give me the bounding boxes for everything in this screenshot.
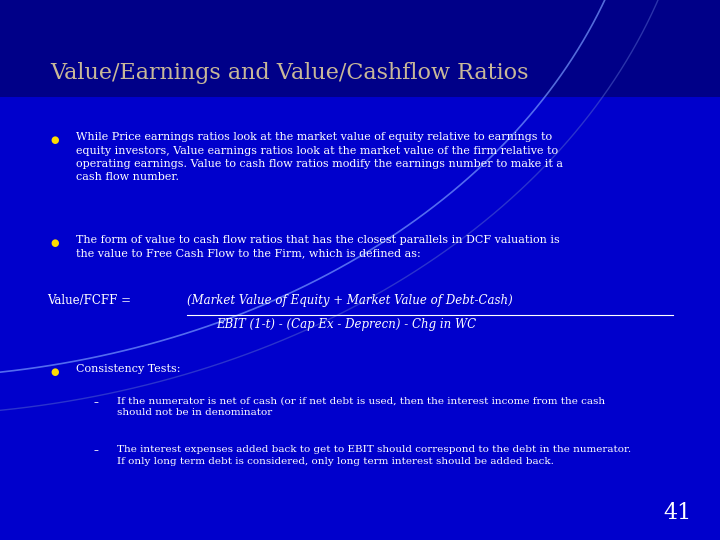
Text: ●: ●	[50, 367, 59, 377]
Text: ●: ●	[50, 238, 59, 248]
Text: While Price earnings ratios look at the market value of equity relative to earni: While Price earnings ratios look at the …	[76, 132, 562, 182]
Text: The form of value to cash flow ratios that has the closest parallels in DCF valu: The form of value to cash flow ratios th…	[76, 235, 559, 258]
Text: (Market Value of Equity + Market Value of Debt-Cash): (Market Value of Equity + Market Value o…	[187, 294, 513, 307]
Text: 41: 41	[663, 502, 691, 524]
Text: –: –	[94, 397, 99, 407]
Text: EBIT (1-t) - (Cap Ex - Deprecn) - Chg in WC: EBIT (1-t) - (Cap Ex - Deprecn) - Chg in…	[216, 318, 476, 330]
Text: Value/FCFF =: Value/FCFF =	[47, 294, 131, 307]
Text: Consistency Tests:: Consistency Tests:	[76, 364, 180, 375]
Text: ●: ●	[50, 135, 59, 145]
FancyBboxPatch shape	[0, 0, 720, 97]
Text: The interest expenses added back to get to EBIT should correspond to the debt in: The interest expenses added back to get …	[117, 446, 631, 466]
Text: –: –	[94, 446, 99, 456]
Text: Value/Earnings and Value/Cashflow Ratios: Value/Earnings and Value/Cashflow Ratios	[50, 62, 529, 84]
Text: If the numerator is net of cash (or if net debt is used, then the interest incom: If the numerator is net of cash (or if n…	[117, 397, 606, 417]
